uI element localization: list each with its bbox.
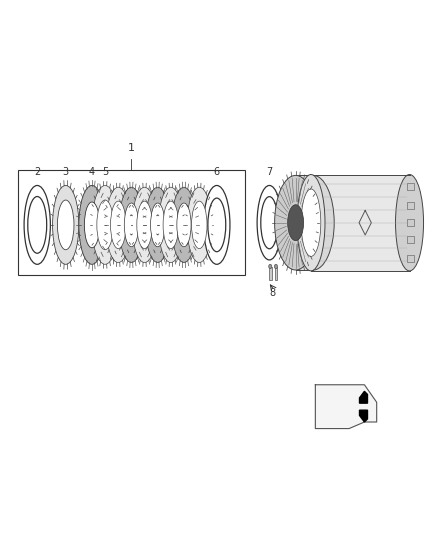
- Ellipse shape: [132, 187, 157, 263]
- Ellipse shape: [159, 187, 183, 263]
- Ellipse shape: [261, 197, 278, 249]
- Ellipse shape: [145, 187, 170, 263]
- Bar: [311, 174, 410, 271]
- Ellipse shape: [204, 185, 230, 264]
- Ellipse shape: [301, 189, 321, 256]
- Ellipse shape: [106, 187, 131, 263]
- Ellipse shape: [292, 175, 334, 270]
- Bar: [407, 236, 414, 243]
- Ellipse shape: [85, 202, 99, 248]
- Polygon shape: [360, 391, 367, 403]
- Bar: [407, 255, 414, 262]
- Text: 4: 4: [89, 167, 95, 177]
- Polygon shape: [360, 410, 367, 422]
- Ellipse shape: [57, 200, 74, 250]
- Ellipse shape: [163, 201, 179, 248]
- Bar: [407, 203, 414, 209]
- Ellipse shape: [172, 187, 196, 263]
- Bar: [18, 170, 245, 275]
- Ellipse shape: [24, 185, 50, 264]
- Ellipse shape: [274, 264, 278, 269]
- Bar: [269, 266, 272, 280]
- Ellipse shape: [191, 201, 207, 248]
- Ellipse shape: [79, 185, 105, 264]
- Ellipse shape: [275, 175, 317, 270]
- Bar: [275, 266, 277, 280]
- Text: 2: 2: [34, 167, 40, 177]
- Ellipse shape: [28, 197, 47, 253]
- Text: 1: 1: [128, 143, 135, 152]
- Ellipse shape: [137, 201, 152, 248]
- Ellipse shape: [53, 185, 79, 264]
- Ellipse shape: [97, 200, 113, 250]
- Ellipse shape: [268, 264, 272, 269]
- Ellipse shape: [151, 203, 165, 247]
- Ellipse shape: [257, 185, 282, 260]
- Text: 8: 8: [269, 288, 276, 298]
- Ellipse shape: [288, 205, 304, 241]
- Ellipse shape: [396, 174, 424, 271]
- Ellipse shape: [124, 203, 138, 247]
- Text: 6: 6: [214, 167, 220, 177]
- Bar: [407, 219, 414, 226]
- Polygon shape: [315, 385, 377, 429]
- Ellipse shape: [110, 201, 126, 248]
- Ellipse shape: [208, 198, 226, 252]
- Bar: [296, 175, 313, 270]
- Ellipse shape: [177, 203, 191, 247]
- Bar: [407, 183, 414, 190]
- Text: 5: 5: [102, 167, 108, 177]
- Ellipse shape: [92, 185, 118, 264]
- Text: 3: 3: [63, 167, 69, 177]
- Ellipse shape: [297, 174, 325, 271]
- Text: 7: 7: [266, 167, 272, 177]
- Ellipse shape: [187, 187, 212, 263]
- Ellipse shape: [119, 187, 144, 263]
